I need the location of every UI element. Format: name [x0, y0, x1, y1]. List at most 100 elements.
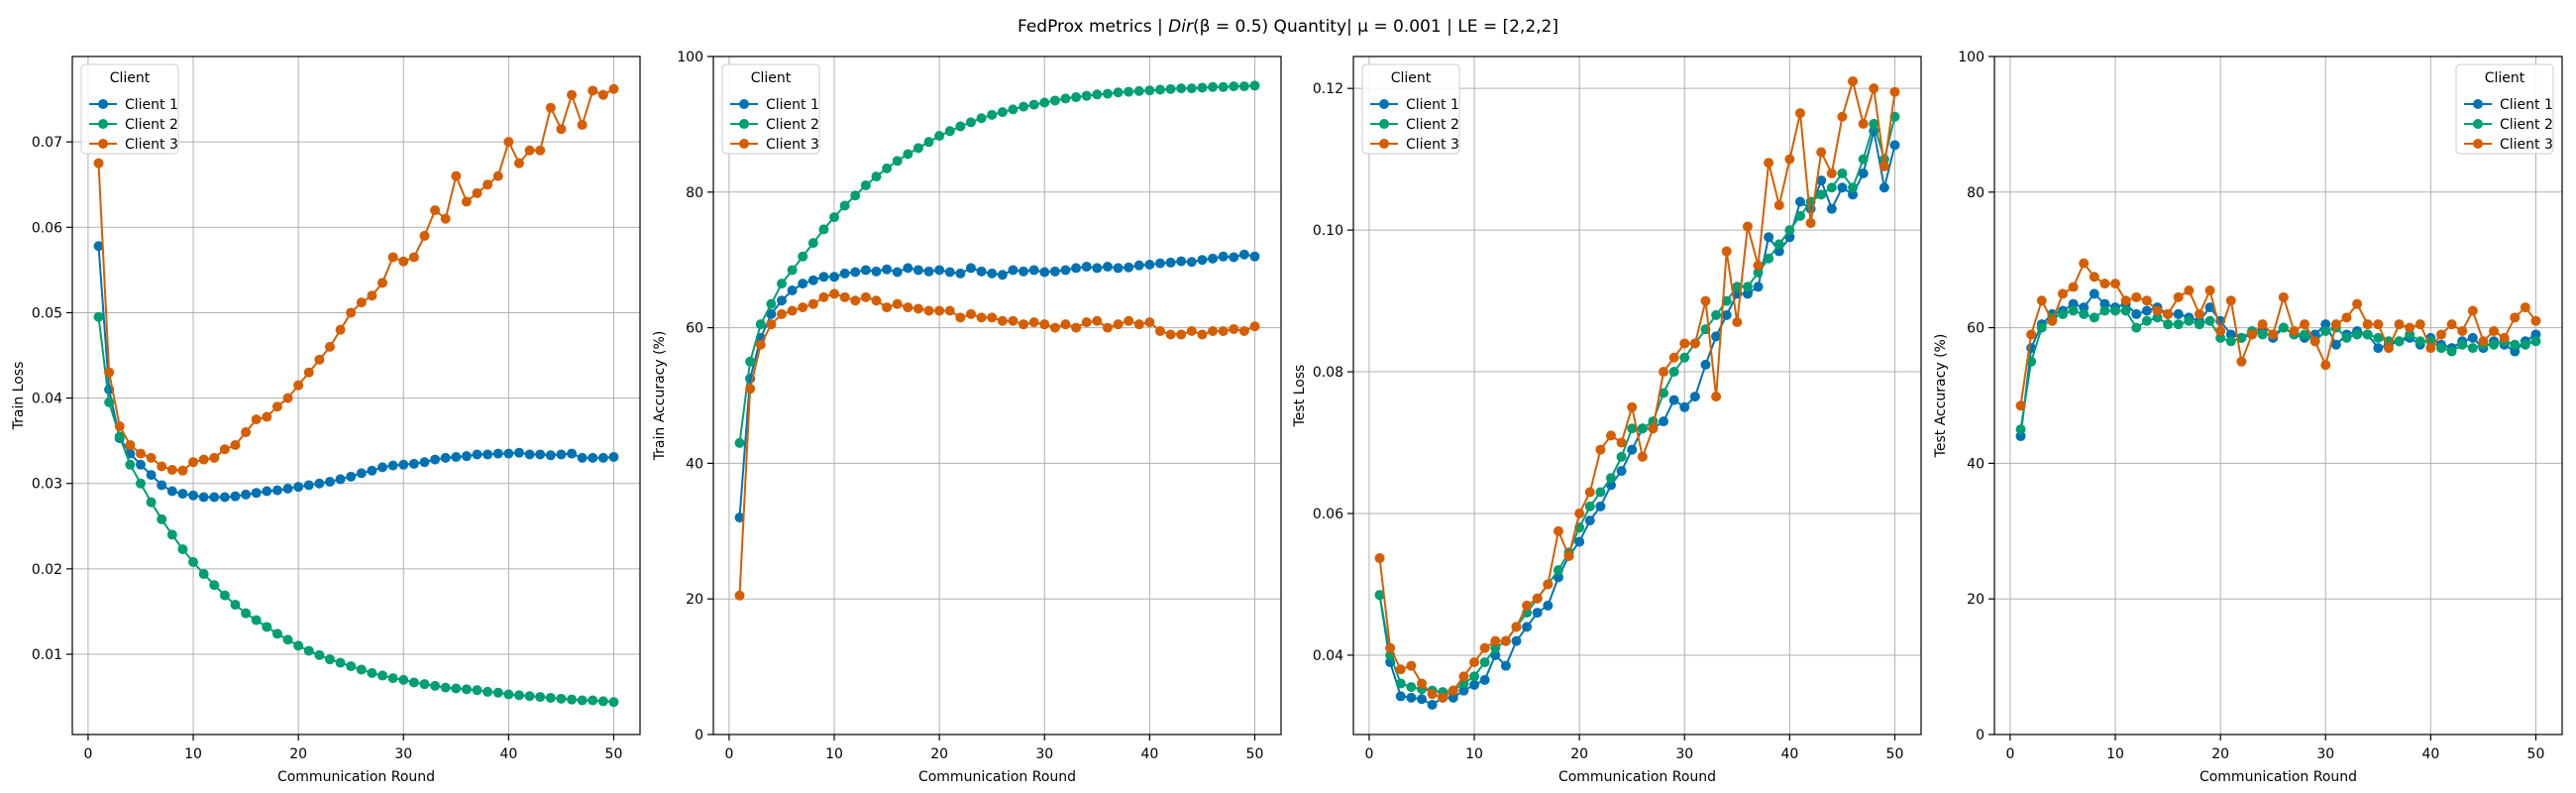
data-point-client-2	[1469, 671, 1480, 682]
data-point-client-3	[251, 414, 262, 425]
data-point-client-1	[387, 460, 398, 471]
data-point-client-3	[597, 89, 608, 100]
title-prefix: FedProx metrics |	[1018, 17, 1168, 37]
data-point-client-2	[2099, 305, 2110, 316]
data-point-client-2	[262, 622, 272, 632]
data-point-client-1	[1837, 182, 1848, 193]
data-point-client-2	[1249, 80, 1260, 91]
y-tick-label: 0	[1976, 728, 1985, 743]
data-point-client-2	[157, 513, 167, 524]
data-point-client-1	[1144, 259, 1155, 270]
data-point-client-3	[2120, 295, 2131, 306]
data-point-client-3	[1764, 158, 1774, 169]
data-point-client-1	[903, 263, 913, 274]
chart-4: 0 10 20 30 40 50 0 20 40 60 80 100 Communication Rou…	[1933, 50, 2563, 785]
data-point-client-1	[965, 263, 976, 274]
data-point-client-3	[114, 421, 125, 432]
data-point-client-3	[2352, 298, 2363, 309]
x-tick-label: 50	[1886, 746, 1904, 762]
y-tick-label: 0.04	[1313, 648, 1343, 664]
legend-marker-client-3	[739, 139, 749, 149]
data-point-client-1	[1500, 660, 1511, 671]
data-point-client-3	[219, 444, 230, 455]
data-point-client-2	[1595, 487, 1606, 498]
data-point-client-1	[492, 448, 503, 459]
data-point-client-1	[734, 512, 745, 523]
data-point-client-3	[955, 312, 966, 323]
data-point-client-2	[829, 212, 840, 223]
data-point-client-2	[324, 654, 335, 665]
data-point-client-3	[1553, 525, 1563, 536]
data-point-client-2	[1208, 81, 1219, 92]
legend-title: Client	[751, 70, 792, 86]
y-tick-label: 0.01	[32, 647, 62, 663]
legend-label-client-3: Client 3	[125, 137, 178, 153]
data-point-client-2	[177, 544, 188, 555]
data-point-client-2	[2204, 315, 2215, 326]
data-point-client-1	[1229, 252, 1239, 263]
data-point-client-3	[177, 465, 188, 476]
data-point-client-3	[1197, 329, 1208, 340]
data-point-client-2	[230, 600, 241, 611]
data-point-client-1	[472, 449, 483, 460]
x-tick-label: 50	[2527, 746, 2545, 762]
data-point-client-2	[944, 126, 955, 137]
legend-marker-client-3	[2473, 139, 2483, 149]
data-point-client-1	[1049, 266, 1060, 277]
data-point-client-1	[377, 462, 388, 473]
data-point-client-2	[2530, 336, 2541, 347]
data-point-client-3	[1721, 246, 1732, 257]
data-point-client-2	[93, 311, 104, 322]
data-point-client-2	[734, 437, 745, 448]
data-point-client-1	[1060, 265, 1071, 276]
series-line-client-3	[1378, 77, 1896, 699]
data-point-client-2	[1753, 267, 1764, 278]
y-tick-label: 0.06	[32, 220, 62, 236]
x-tick-label: 40	[499, 746, 517, 762]
plot-frame	[1352, 56, 1922, 736]
data-point-client-3	[503, 137, 514, 148]
data-point-client-3	[451, 170, 462, 181]
data-point-client-3	[2184, 284, 2195, 295]
data-point-client-3	[1848, 76, 1859, 87]
data-point-client-3	[387, 252, 398, 263]
data-point-client-2	[2089, 312, 2099, 323]
data-point-client-1	[1113, 263, 1124, 274]
data-point-client-2	[1616, 451, 1627, 462]
data-point-client-3	[440, 213, 451, 224]
data-point-client-2	[1133, 85, 1144, 96]
data-point-client-2	[567, 694, 578, 705]
x-tick-label: 50	[605, 746, 623, 762]
data-point-client-3	[535, 145, 546, 156]
data-point-client-2	[1742, 282, 1753, 292]
data-point-client-1	[545, 450, 556, 461]
data-point-client-2	[1679, 352, 1690, 363]
data-point-client-3	[282, 393, 293, 403]
data-point-client-1	[776, 295, 787, 306]
data-point-client-1	[1689, 392, 1700, 402]
data-point-client-2	[745, 356, 756, 367]
data-point-client-1	[1742, 288, 1753, 299]
data-point-client-3	[850, 295, 861, 306]
data-point-client-3	[1186, 326, 1197, 337]
data-point-client-1	[577, 452, 588, 463]
data-point-client-3	[104, 367, 115, 378]
data-point-client-2	[251, 615, 262, 625]
data-point-client-1	[608, 452, 619, 463]
data-point-client-1	[567, 448, 578, 459]
data-point-client-3	[903, 302, 913, 313]
data-point-client-2	[2036, 322, 2047, 333]
data-point-client-2	[2520, 339, 2530, 350]
y-tick-label: 0.10	[1313, 223, 1343, 239]
data-point-client-3	[2047, 315, 2058, 326]
data-point-client-3	[2152, 305, 2163, 316]
data-point-client-1	[1249, 251, 1260, 262]
data-point-client-3	[483, 179, 493, 190]
data-point-client-2	[114, 431, 125, 442]
series-line-client-2	[97, 316, 614, 704]
data-point-client-3	[1438, 692, 1449, 703]
data-point-client-3	[2457, 326, 2468, 337]
data-point-client-2	[2300, 329, 2310, 340]
data-point-client-3	[2425, 343, 2436, 354]
data-point-client-1	[1208, 253, 1219, 264]
